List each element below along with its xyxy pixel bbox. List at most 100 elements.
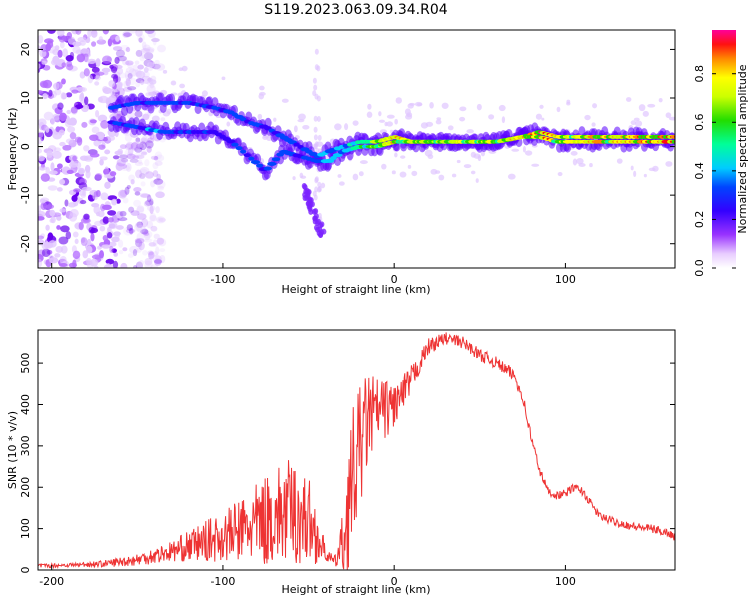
spectrogram-faint-blob bbox=[429, 102, 434, 109]
spectrogram-noise-blob bbox=[146, 194, 152, 203]
spectrogram-faint-blob bbox=[616, 158, 623, 164]
spectrogram-noise-blob bbox=[138, 37, 143, 43]
spectrogram-noise-blob bbox=[132, 249, 138, 257]
spectrogram-ridge-core bbox=[267, 161, 277, 166]
spectrogram-noise-blob bbox=[74, 136, 83, 143]
spectrogram-faint-blob bbox=[556, 106, 561, 113]
spectrogram-faint-blob bbox=[386, 121, 393, 127]
spectrogram-faint-blob bbox=[320, 182, 326, 189]
spectrogram-noise-blob bbox=[56, 163, 63, 169]
spectrogram-noise-blob bbox=[137, 33, 145, 43]
spectrogram-faint-blob bbox=[668, 116, 675, 121]
spectrogram-faint-blob bbox=[181, 65, 188, 72]
spectrogram-faint-blob bbox=[648, 167, 656, 172]
spectrogram-noise-blob bbox=[136, 221, 144, 228]
spectrogram-faint-blob bbox=[531, 163, 540, 167]
spectrogram-faint-blob bbox=[257, 113, 263, 120]
spectrogram-ridge-core bbox=[226, 139, 236, 144]
snr-x-ticks: -200 -100 0 100 bbox=[39, 565, 576, 588]
spectrogram-noise-blob bbox=[69, 51, 75, 60]
spectrogram-ridge-core bbox=[263, 166, 272, 171]
spectrogram-noise-blob bbox=[140, 229, 149, 235]
spectrogram-noise-blob bbox=[129, 245, 139, 254]
spectrogram-noise-blob bbox=[135, 206, 145, 215]
spectrogram-noise-blob bbox=[93, 205, 101, 215]
spectrogram-noise-blob bbox=[134, 223, 143, 231]
spectrogram-noise-blob bbox=[155, 206, 160, 214]
spectrogram-noise-blob bbox=[68, 117, 77, 126]
spectrogram-noise-blob bbox=[67, 202, 77, 208]
spectrogram-noise-blob bbox=[144, 159, 150, 167]
spectrogram-noise-blob bbox=[135, 154, 145, 159]
spectrogram-noise-blob bbox=[98, 36, 103, 42]
spectrogram-noise-blob bbox=[156, 173, 162, 181]
spectrogram-noise-blob bbox=[139, 54, 145, 62]
spectrogram-noise-blob bbox=[124, 149, 130, 157]
spectrogram-noise-blob bbox=[124, 70, 129, 79]
spectrogram-y-axis-label: Frequency (Hz) bbox=[6, 108, 19, 191]
spectrogram-faint-blob bbox=[313, 115, 318, 122]
spectrogram-y-tick-label: 0 bbox=[19, 143, 32, 150]
spectrogram-noise-blob bbox=[130, 142, 139, 150]
spectrogram-noise-blob bbox=[153, 156, 159, 161]
spectrogram-noise-blob bbox=[38, 137, 43, 144]
spectrogram-noise-blob bbox=[41, 60, 48, 65]
spectrogram-noise-blob bbox=[43, 148, 53, 154]
spectrogram-faint-blob bbox=[665, 161, 673, 167]
spectrogram-noise-blob bbox=[125, 67, 135, 74]
spectrogram-noise-blob bbox=[94, 173, 103, 180]
spectrogram-noise-blob bbox=[111, 198, 118, 206]
spectrogram-noise-blob bbox=[45, 204, 55, 210]
spectrogram-noise-blob bbox=[67, 126, 76, 133]
spectrogram-noise-blob bbox=[134, 191, 141, 196]
spectrogram-noise-blob bbox=[136, 224, 146, 233]
spectrogram-faint-blob bbox=[317, 134, 322, 141]
spectrogram-faint-blob bbox=[633, 117, 640, 122]
spectrogram-noise-blob bbox=[83, 68, 90, 77]
spectrogram-faint-blob bbox=[258, 93, 265, 100]
spectrogram-noise-blob bbox=[99, 250, 105, 259]
snr-y-tick-label: 100 bbox=[19, 518, 32, 539]
spectrogram-noise-blob bbox=[136, 247, 142, 253]
spectrogram-branch-blob bbox=[318, 222, 324, 229]
spectrogram-noise-blob bbox=[134, 110, 143, 118]
spectrogram-faint-blob bbox=[317, 181, 322, 188]
spectrogram-noise-blob bbox=[98, 144, 106, 150]
spectrogram-noise-blob bbox=[93, 191, 99, 198]
spectrogram-ridge-core bbox=[271, 157, 281, 162]
spectrogram-ridge-core bbox=[293, 142, 300, 147]
spectrogram-faint-blob bbox=[312, 77, 317, 84]
spectrogram-noise-blob bbox=[125, 228, 136, 234]
spectrogram-faint-blob bbox=[522, 146, 526, 153]
spectrogram-noise-blob bbox=[122, 31, 131, 38]
spectrogram-noise-blob bbox=[91, 66, 100, 73]
spectrogram-noise-blob bbox=[118, 189, 128, 199]
spectrogram-noise-blob bbox=[43, 111, 54, 121]
spectrogram-noise-blob bbox=[126, 224, 133, 231]
spectrogram-noise-blob bbox=[149, 212, 157, 222]
spectrogram-branch-blob bbox=[301, 182, 307, 189]
spectrogram-faint-blob bbox=[539, 104, 544, 109]
spectrogram-faint-blob bbox=[633, 170, 637, 177]
spectrogram-noise-blob bbox=[149, 198, 154, 206]
spectrogram-faint-blob bbox=[140, 80, 145, 85]
spectrogram-noise-blob bbox=[66, 63, 74, 71]
spectrogram-noise-blob bbox=[140, 193, 150, 198]
spectrogram-noise-blob bbox=[119, 157, 129, 165]
spectrogram-noise-blob bbox=[74, 238, 79, 245]
spectrogram-faint-blob bbox=[466, 129, 474, 134]
spectrogram-noise-blob bbox=[45, 224, 50, 231]
spectrogram-noise-blob bbox=[139, 173, 145, 178]
spectrogram-noise-blob bbox=[146, 145, 152, 153]
spectrogram-noise-blob bbox=[66, 31, 73, 40]
spectrogram-noise-blob bbox=[70, 106, 78, 114]
spectrogram-noise-blob bbox=[101, 204, 112, 211]
spectrogram-noise-blob bbox=[58, 262, 68, 268]
spectrogram-noise-blob bbox=[117, 67, 124, 75]
spectrogram-noise-blob bbox=[62, 144, 72, 151]
spectrogram-noise-blob bbox=[49, 218, 54, 223]
spectrogram-faint-blob bbox=[300, 175, 307, 179]
spectrogram-noise-blob bbox=[123, 80, 129, 88]
spectrogram-faint-blob bbox=[584, 114, 591, 121]
